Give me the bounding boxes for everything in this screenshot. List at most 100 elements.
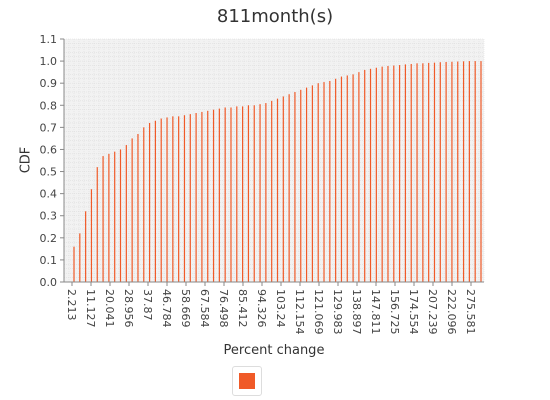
bar xyxy=(172,116,174,282)
bar xyxy=(160,118,162,282)
bar xyxy=(148,122,151,282)
bar xyxy=(369,68,372,282)
bar xyxy=(439,62,441,283)
bar xyxy=(393,65,395,282)
bar xyxy=(399,65,401,282)
bar xyxy=(375,67,377,282)
x-tick-label: 275.581 xyxy=(464,289,477,335)
bar xyxy=(288,94,290,282)
x-tick-label: 28.956 xyxy=(122,289,135,328)
y-tick-label: 0.2 xyxy=(40,232,58,245)
bar xyxy=(445,61,447,282)
bar xyxy=(102,156,104,282)
y-tick-label: 0.1 xyxy=(40,254,58,267)
bar xyxy=(247,105,250,283)
bar xyxy=(143,127,145,282)
x-tick-label: 2.213 xyxy=(65,289,78,321)
x-tick-label: 112.154 xyxy=(293,289,306,335)
y-tick-label: 0.0 xyxy=(40,276,58,289)
bar xyxy=(340,76,343,282)
y-tick-label: 1.1 xyxy=(40,33,58,46)
y-tick-label: 0.4 xyxy=(40,188,58,201)
bar xyxy=(480,61,482,283)
y-tick-label: 1.0 xyxy=(40,55,58,68)
bar xyxy=(265,103,267,282)
bar xyxy=(300,89,302,282)
bar xyxy=(428,62,430,282)
bar xyxy=(201,111,203,283)
y-tick-label: 0.5 xyxy=(40,166,58,179)
bar xyxy=(218,108,220,282)
y-tick-label: 0.8 xyxy=(40,99,58,112)
bar xyxy=(119,149,122,282)
bar xyxy=(271,100,273,282)
bar xyxy=(242,106,244,282)
x-tick-label: 121.069 xyxy=(312,289,325,335)
bar xyxy=(416,63,418,282)
bar xyxy=(346,75,348,282)
bar xyxy=(108,153,110,282)
x-tick-label: 20.041 xyxy=(103,289,116,328)
chart-title: 811month(s) xyxy=(216,6,334,27)
y-tick-label: 0.7 xyxy=(40,121,58,134)
y-ticks: 0.0 0.1 0.2 0.3 0.4 0.5 0.6 0.7 0.8 0.9 1.0 1.1 xyxy=(40,33,64,289)
x-tick-label: 207.239 xyxy=(426,289,439,335)
bar xyxy=(323,82,325,282)
bar xyxy=(451,61,453,282)
bar xyxy=(183,115,186,283)
bar xyxy=(85,211,87,282)
x-tick-label: 129.983 xyxy=(331,289,344,335)
bar xyxy=(114,151,116,282)
bar xyxy=(207,110,209,282)
bar xyxy=(387,65,389,282)
bars xyxy=(73,61,482,283)
bar xyxy=(305,87,308,282)
bar xyxy=(90,189,93,282)
bar xyxy=(457,61,459,282)
bar xyxy=(358,72,360,282)
bar xyxy=(189,114,191,282)
x-tick-label: 94.326 xyxy=(255,289,268,328)
bar xyxy=(317,83,319,283)
bar xyxy=(236,106,238,282)
bar xyxy=(381,66,383,282)
x-axis-label: Percent change xyxy=(223,343,325,358)
y-tick-label: 0.3 xyxy=(40,210,58,223)
bar xyxy=(259,104,261,282)
bar xyxy=(230,107,232,282)
bar xyxy=(474,61,476,283)
bar xyxy=(468,61,470,283)
x-tick-label: 67.584 xyxy=(198,289,211,328)
y-axis-label: CDF xyxy=(18,146,34,174)
bar xyxy=(410,63,412,283)
y-tick-label: 0.9 xyxy=(40,77,58,90)
bar xyxy=(276,98,279,283)
x-tick-label: 222.096 xyxy=(445,289,458,335)
x-tick-label: 138.897 xyxy=(350,289,363,335)
bar xyxy=(294,92,296,283)
bar xyxy=(311,85,313,282)
bar xyxy=(433,62,436,282)
bar xyxy=(224,107,226,282)
x-tick-label: 58.669 xyxy=(179,289,192,328)
legend-swatch xyxy=(239,373,255,389)
x-tick-label: 85.412 xyxy=(236,289,249,328)
bar xyxy=(462,61,465,283)
x-tick-label: 174.554 xyxy=(407,289,420,335)
bar xyxy=(79,233,81,282)
bar xyxy=(364,69,366,283)
bar xyxy=(329,80,331,282)
bar xyxy=(125,145,127,282)
x-tick-label: 147.811 xyxy=(369,289,382,335)
bar xyxy=(131,138,133,282)
bar xyxy=(282,96,284,282)
bar xyxy=(137,133,139,282)
x-tick-label: 11.127 xyxy=(84,289,97,328)
x-tick-label: 37.87 xyxy=(141,289,154,321)
bar xyxy=(195,113,197,282)
legend[interactable] xyxy=(232,366,262,396)
x-tick-label: 156.725 xyxy=(388,289,401,335)
x-tick-label: 46.784 xyxy=(160,289,173,328)
bar xyxy=(212,109,215,282)
